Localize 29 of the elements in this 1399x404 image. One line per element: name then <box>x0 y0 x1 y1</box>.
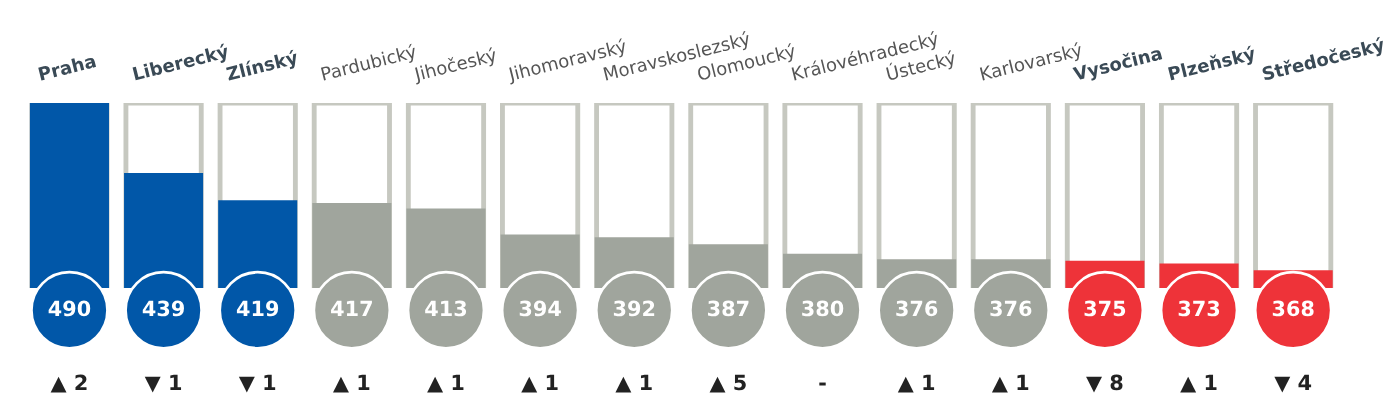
text: ▼ 1 <box>144 374 182 393</box>
data-label: 376 <box>896 300 938 317</box>
text: ▲ 1 <box>1180 374 1217 393</box>
text: ▲ 5 <box>709 374 746 393</box>
data-label: 392 <box>613 300 655 317</box>
data-label: 375 <box>1084 300 1126 317</box>
data-label: 373 <box>1178 300 1220 317</box>
text: ▼ 1 <box>238 374 276 393</box>
text: - <box>819 382 826 386</box>
data-label: 419 <box>236 300 279 317</box>
text: ▲ 1 <box>615 374 652 393</box>
data-label: 394 <box>519 300 561 317</box>
text: ▲ 1 <box>333 374 370 393</box>
data-label: 376 <box>990 300 1032 317</box>
data-label: 387 <box>708 300 749 317</box>
text: ▼ 4 <box>1274 374 1312 393</box>
data-label: 413 <box>425 300 467 317</box>
text: ▲ 2 <box>50 374 87 393</box>
data-label: 490 <box>48 300 91 317</box>
text: ▲ 1 <box>427 374 464 393</box>
text: ▲ 1 <box>991 374 1029 393</box>
text: ▲ 1 <box>897 374 935 393</box>
data-label: 439 <box>142 300 184 317</box>
data-label: 368 <box>1272 300 1314 317</box>
data-label: 417 <box>331 300 372 316</box>
text: ▼ 8 <box>1086 374 1123 393</box>
text: ▲ 1 <box>521 374 558 393</box>
data-label: 380 <box>802 300 844 317</box>
x-tick-label: Praha <box>38 53 97 81</box>
